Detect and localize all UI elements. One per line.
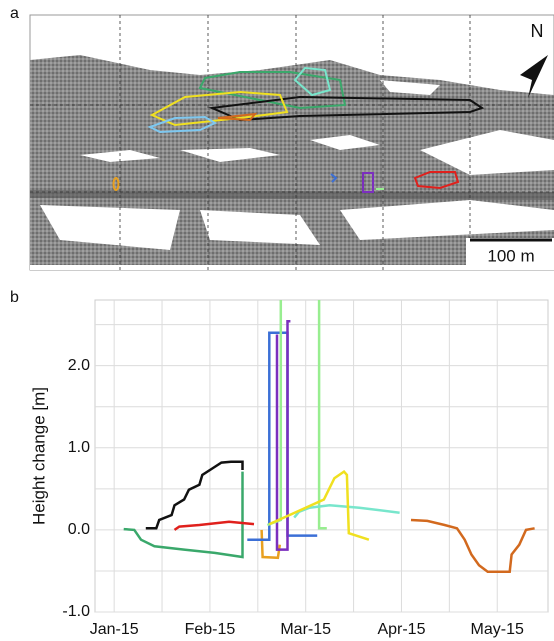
scale-label: 100 m	[487, 246, 534, 265]
data-line	[146, 462, 243, 529]
panel-label: b	[10, 289, 19, 306]
x-tick-label: Apr-15	[377, 621, 425, 638]
y-tick-label: 1.0	[68, 439, 90, 456]
figure: a N	[0, 0, 554, 641]
y-axis-label: Height change [m]	[29, 387, 48, 525]
y-tick-label: 0.0	[68, 521, 90, 538]
panel-label: a	[10, 5, 19, 22]
data-line	[411, 520, 535, 572]
map-panel: a N	[10, 5, 554, 270]
y-tick-label: -1.0	[62, 603, 90, 620]
x-tick-label: Mar-15	[280, 621, 331, 638]
x-tick-label: Feb-15	[185, 621, 236, 638]
north-label: N	[531, 21, 544, 41]
y-tick-label: 2.0	[68, 357, 90, 374]
data-line	[124, 472, 243, 557]
plot-lines	[124, 300, 535, 572]
x-tick-label: Jan-15	[90, 621, 139, 638]
x-tick-label: May-15	[471, 621, 524, 638]
